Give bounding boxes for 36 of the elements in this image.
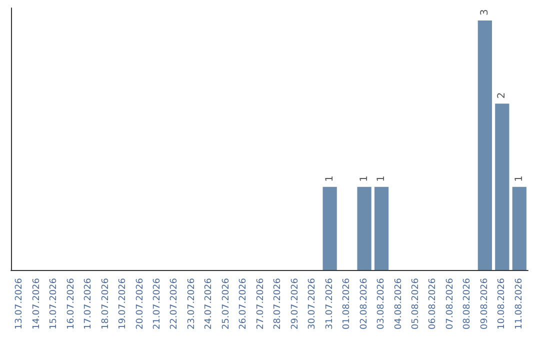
x-tick-label: 06.08.2026: [428, 278, 438, 330]
x-tick-label: 23.07.2026: [186, 278, 197, 330]
x-tick-label: 15.07.2026: [49, 278, 60, 330]
x-tick-label: 22.07.2026: [170, 278, 180, 330]
x-tick-label: 19.07.2026: [118, 278, 128, 330]
x-tick-label: 07.08.2026: [445, 278, 456, 330]
data-label: 1: [358, 175, 370, 182]
x-tick-label: 02.08.2026: [359, 278, 370, 330]
x-tick-label: 29.07.2026: [290, 278, 300, 330]
x-tick-label: 13.07.2026: [14, 278, 25, 330]
x-tick-label: 08.08.2026: [462, 278, 473, 330]
x-tick-label: 14.07.2026: [32, 278, 42, 330]
x-tick-label: 03.08.2026: [376, 278, 387, 330]
data-label: 2: [496, 92, 508, 99]
x-tick-label: 21.07.2026: [152, 278, 162, 330]
x-tick-label: 10.08.2026: [497, 278, 508, 330]
x-tick-label: 09.08.2026: [480, 278, 490, 330]
data-label: 3: [479, 9, 490, 16]
x-tick-label: 11.08.2026: [514, 278, 524, 330]
x-tick-label: 26.07.2026: [238, 278, 249, 330]
data-label: 1: [376, 175, 388, 182]
x-tick-label: 27.07.2026: [256, 278, 266, 330]
x-tick-label: 25.07.2026: [221, 278, 232, 330]
x-tick-label: 20.07.2026: [135, 278, 146, 330]
x-tick-label: 30.07.2026: [308, 278, 318, 330]
x-tick-label: 28.07.2026: [273, 278, 284, 330]
x-tick-label: 05.08.2026: [410, 278, 421, 330]
x-tick-label: 24.07.2026: [204, 278, 214, 330]
x-tick-label: 17.07.2026: [84, 278, 94, 330]
x-tick-label: 31.07.2026: [324, 278, 335, 330]
x-tick-label: 04.08.2026: [394, 278, 404, 330]
x-tick-label: 01.08.2026: [342, 278, 352, 330]
x-tick-label: 16.07.2026: [66, 278, 76, 330]
data-label: 1: [514, 175, 525, 182]
data-label: 1: [324, 175, 336, 182]
x-tick-label: 18.07.2026: [100, 278, 111, 330]
